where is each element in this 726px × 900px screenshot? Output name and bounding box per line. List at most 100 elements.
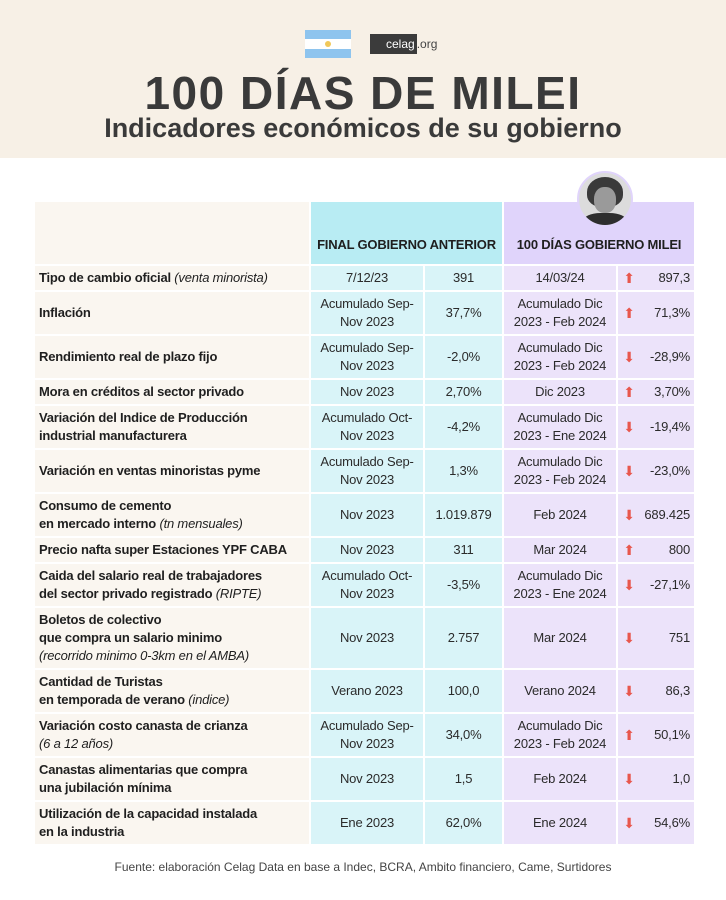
indicator-name: que compra un salario minimo <box>39 630 222 645</box>
indicator-name: Precio nafta super Estaciones YPF CABA <box>39 542 287 557</box>
previous-period: Nov 2023 <box>311 758 423 800</box>
previous-period: Acumulado Sep- Nov 2023 <box>311 450 423 492</box>
previous-period: Ene 2023 <box>311 802 423 844</box>
milei-value: ⬆ 50,1% <box>618 714 694 756</box>
arrow-up-icon: ⬆ <box>623 727 635 743</box>
previous-period: Acumulado Sep- Nov 2023 <box>311 292 423 334</box>
indicator-note: (recorrido minimo 0-3km en el AMBA) <box>39 648 249 663</box>
previous-value: 100,0 <box>425 670 502 712</box>
previous-period: Acumulado Oct- Nov 2023 <box>311 406 423 448</box>
value-text: 50,1% <box>654 727 690 742</box>
arrow-down-icon: ⬇ <box>623 349 635 365</box>
arrow-down-icon: ⬇ <box>623 419 635 435</box>
indicator-label: Consumo de cemento en mercado interno (tn… <box>35 494 309 536</box>
milei-period: Dic 2023 <box>504 380 616 404</box>
indicator-name: Caida del salario real de trabajadores <box>39 568 262 583</box>
milei-portrait <box>577 171 633 227</box>
milei-period: Mar 2024 <box>504 538 616 562</box>
table-row: Canastas alimentarias que compra una jubi… <box>35 758 694 800</box>
previous-period: Nov 2023 <box>311 538 423 562</box>
indicator-note: (indice) <box>188 692 230 707</box>
milei-value: ⬆ 897,3 <box>618 266 694 290</box>
previous-value: -2,0% <box>425 336 502 378</box>
indicator-label: Inflación <box>35 292 309 334</box>
indicator-label: Tipo de cambio oficial (venta minorista) <box>35 266 309 290</box>
milei-period: 14/03/24 <box>504 266 616 290</box>
arrow-down-icon: ⬇ <box>623 771 635 787</box>
previous-period: Acumulado Sep- Nov 2023 <box>311 336 423 378</box>
header-band <box>0 0 726 158</box>
indicator-note: (RIPTE) <box>215 586 262 601</box>
previous-value: 2,70% <box>425 380 502 404</box>
milei-value: ⬇ 86,3 <box>618 670 694 712</box>
header-blank <box>35 202 309 264</box>
milei-period: Acumulado Dic 2023 - Feb 2024 <box>504 450 616 492</box>
indicator-label: Variación en ventas minoristas pyme <box>35 450 309 492</box>
value-text: 689.425 <box>644 507 690 522</box>
indicator-name: Variación del Indice de Producción <box>39 410 248 425</box>
milei-value: ⬇ -19,4% <box>618 406 694 448</box>
arrow-down-icon: ⬇ <box>623 507 635 523</box>
milei-value: ⬇ 751 <box>618 608 694 668</box>
table-row: Consumo de cemento en mercado interno (tn… <box>35 494 694 536</box>
table-row: Caida del salario real de trabajadores de… <box>35 564 694 606</box>
arrow-down-icon: ⬇ <box>623 815 635 831</box>
previous-value: 34,0% <box>425 714 502 756</box>
previous-value: 2.757 <box>425 608 502 668</box>
previous-value: 62,0% <box>425 802 502 844</box>
milei-value: ⬆ 71,3% <box>618 292 694 334</box>
previous-period: Nov 2023 <box>311 608 423 668</box>
indicator-name: industrial manufacturera <box>39 428 187 443</box>
milei-period: Acumulado Dic 2023 - Feb 2024 <box>504 714 616 756</box>
indicator-label: Mora en créditos al sector privado <box>35 380 309 404</box>
indicator-name: Variación costo canasta de crianza <box>39 718 248 733</box>
table-row: Rendimiento real de plazo fijo Acumulado … <box>35 336 694 378</box>
previous-period: Acumulado Sep- Nov 2023 <box>311 714 423 756</box>
value-text: -23,0% <box>650 463 690 478</box>
indicator-label: Boletos de colectivo que compra un salari… <box>35 608 309 668</box>
table-row: Boletos de colectivo que compra un salari… <box>35 608 694 668</box>
indicator-name: Mora en créditos al sector privado <box>39 384 244 399</box>
previous-value: 1,3% <box>425 450 502 492</box>
table-header-row: FINAL GOBIERNO ANTERIOR 100 DÍAS GOBIERN… <box>35 202 694 264</box>
table-row: Tipo de cambio oficial (venta minorista)… <box>35 266 694 290</box>
indicator-label: Utilización de la capacidad instalada en … <box>35 802 309 844</box>
table-row: Inflación Acumulado Sep- Nov 2023 37,7% Acum… <box>35 292 694 334</box>
arrow-down-icon: ⬇ <box>623 630 635 646</box>
previous-value: -3,5% <box>425 564 502 606</box>
milei-period: Acumulado Dic 2023 - Ene 2024 <box>504 406 616 448</box>
table-row: Variación del Indice de Producción indust… <box>35 406 694 448</box>
indicator-label: Cantidad de Turistas en temporada de vera… <box>35 670 309 712</box>
milei-value: ⬇ 689.425 <box>618 494 694 536</box>
value-text: -27,1% <box>650 577 690 592</box>
previous-period: Nov 2023 <box>311 380 423 404</box>
milei-value: ⬇ 54,6% <box>618 802 694 844</box>
indicator-name: Inflación <box>39 305 91 320</box>
value-text: 897,3 <box>658 270 690 285</box>
indicator-name: Utilización de la capacidad instalada <box>39 806 258 821</box>
previous-period: 7/12/23 <box>311 266 423 290</box>
header-previous-government: FINAL GOBIERNO ANTERIOR <box>311 202 502 264</box>
table-row: Mora en créditos al sector privado Nov 20… <box>35 380 694 404</box>
milei-period: Acumulado Dic 2023 - Feb 2024 <box>504 336 616 378</box>
value-text: -28,9% <box>650 349 690 364</box>
indicator-note: (tn mensuales) <box>159 516 243 531</box>
indicator-label: Rendimiento real de plazo fijo <box>35 336 309 378</box>
value-text: -19,4% <box>650 419 690 434</box>
value-text: 54,6% <box>654 815 690 830</box>
milei-value: ⬇ -23,0% <box>618 450 694 492</box>
indicator-name: Cantidad de Turistas <box>39 674 163 689</box>
milei-period: Feb 2024 <box>504 494 616 536</box>
indicator-name: en mercado interno <box>39 516 160 531</box>
value-text: 86,3 <box>665 683 690 698</box>
table-row: Variación costo canasta de crianza (6 a 1… <box>35 714 694 756</box>
milei-period: Feb 2024 <box>504 758 616 800</box>
milei-value: ⬆ 3,70% <box>618 380 694 404</box>
argentina-flag-icon <box>305 30 351 58</box>
previous-value: -4,2% <box>425 406 502 448</box>
indicator-label: Caida del salario real de trabajadores de… <box>35 564 309 606</box>
indicator-note: (6 a 12 años) <box>39 736 114 751</box>
table-row: Cantidad de Turistas en temporada de vera… <box>35 670 694 712</box>
indicator-name: del sector privado registrado <box>39 586 216 601</box>
value-text: 1,0 <box>672 771 691 786</box>
